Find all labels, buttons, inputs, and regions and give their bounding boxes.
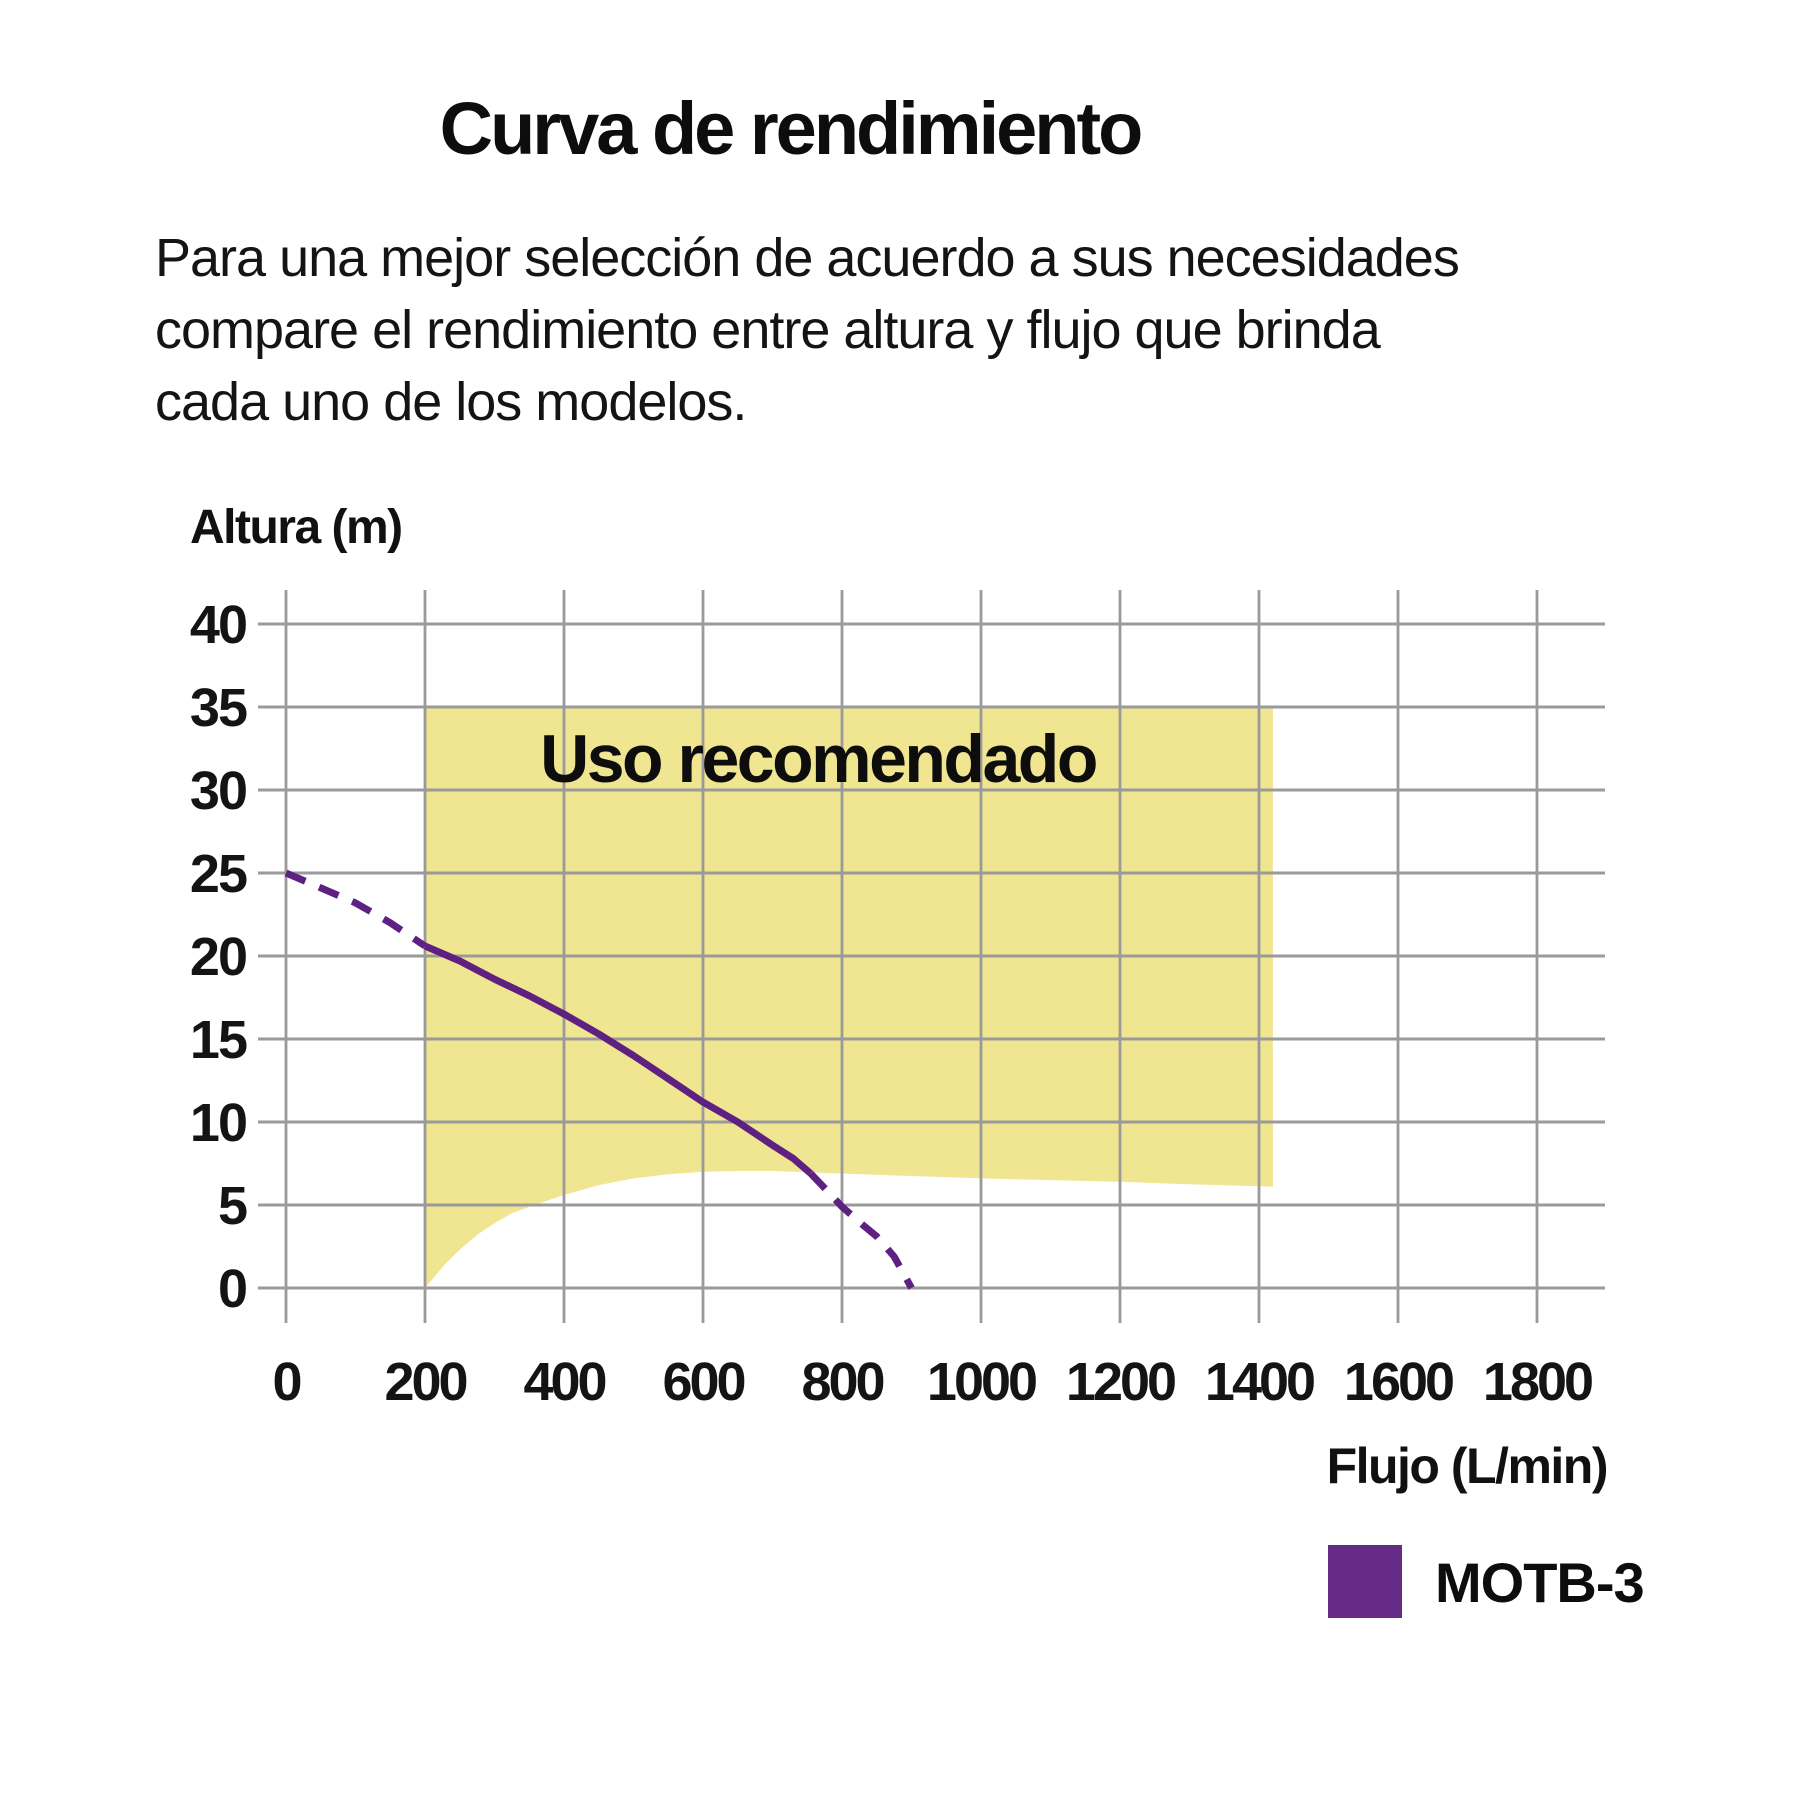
y-tick-label: 10 (190, 1093, 246, 1153)
recommended-region-label: Uso recomendado (540, 721, 1096, 797)
grid-lines (258, 590, 1605, 1323)
y-tick-label: 30 (190, 761, 246, 821)
x-tick-label: 1600 (1344, 1352, 1453, 1412)
curve-segment-dashed-motb-3 (808, 1171, 915, 1290)
y-tick-label: 15 (190, 1010, 247, 1070)
legend-label-motb-3: MOTB-3 (1435, 1551, 1644, 1614)
curve-segment-dashed-motb-3 (284, 869, 427, 949)
intro-text: Para una mejor selección de acuerdo a su… (155, 222, 1460, 438)
x-tick-label: 1800 (1483, 1352, 1592, 1412)
legend: MOTB-3 (1328, 1545, 1645, 1618)
y-tick-label: 40 (190, 595, 246, 655)
pump-curve (284, 869, 915, 1290)
x-axis-title: Flujo (L/min) (1327, 1438, 1607, 1494)
y-tick-label: 25 (190, 844, 247, 904)
x-tick-label: 400 (523, 1352, 605, 1412)
x-tick-label: 200 (384, 1352, 466, 1412)
curve-segment-solid-motb-3 (423, 942, 813, 1177)
x-tick-label: 1400 (1205, 1352, 1314, 1412)
page-title: Curva de rendimiento (439, 87, 1144, 170)
y-tick-label: 20 (190, 927, 246, 987)
intro-line-3: cada uno de los modelos. (155, 372, 747, 432)
x-tick-label: 1200 (1066, 1352, 1175, 1412)
x-tick-label: 1000 (927, 1352, 1036, 1412)
legend-swatch-motb-3 (1328, 1545, 1402, 1618)
y-tick-label: 35 (190, 678, 247, 738)
x-tick-label: 0 (272, 1352, 300, 1412)
y-tick-label: 0 (218, 1259, 246, 1319)
recommended-region (425, 707, 1273, 1288)
x-tick-label: 800 (801, 1352, 883, 1412)
intro-line-1: Para una mejor selección de acuerdo a su… (155, 228, 1460, 288)
recommended-region-shape (425, 707, 1273, 1288)
intro-line-2: compare el rendimiento entre altura y fl… (155, 300, 1381, 360)
y-tick-label: 5 (218, 1176, 247, 1236)
y-axis-title: Altura (m) (190, 501, 402, 554)
x-tick-label: 600 (662, 1352, 744, 1412)
